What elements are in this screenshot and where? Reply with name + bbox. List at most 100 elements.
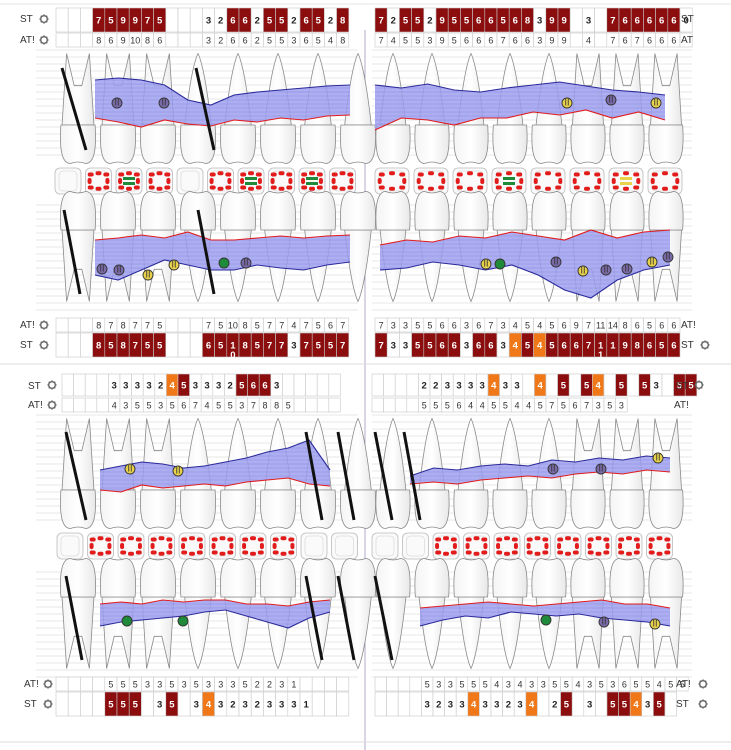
furcation-marker[interactable] <box>121 615 133 627</box>
occlusal-view[interactable] <box>237 167 265 195</box>
tooth[interactable] <box>340 52 376 164</box>
furcation-marker[interactable]: II <box>172 465 184 477</box>
value-cell[interactable] <box>374 691 387 717</box>
value-cell[interactable] <box>61 397 74 413</box>
occlusal-view[interactable] <box>207 167 234 195</box>
tooth[interactable] <box>375 558 411 670</box>
value-cell[interactable] <box>615 397 628 413</box>
furcation-marker[interactable] <box>218 257 230 269</box>
settings-gear-icon[interactable] <box>43 679 53 689</box>
furcation-marker[interactable]: II <box>662 251 674 263</box>
value-cell[interactable] <box>679 32 693 48</box>
value-cell[interactable] <box>336 32 350 48</box>
value-cell[interactable] <box>409 691 422 717</box>
furcation-marker[interactable]: II <box>158 97 170 109</box>
furcation-marker[interactable]: II <box>142 269 154 281</box>
value-cell[interactable] <box>80 7 93 33</box>
value-cell[interactable] <box>383 397 396 413</box>
value-cell[interactable] <box>55 691 69 717</box>
furcation-marker[interactable]: II <box>595 463 607 475</box>
value-cell[interactable] <box>336 691 350 717</box>
occlusal-view[interactable] <box>493 532 521 560</box>
occlusal-view[interactable] <box>491 167 527 195</box>
value-cell[interactable] <box>661 373 674 397</box>
furcation-marker[interactable]: II <box>652 452 664 464</box>
value-cell[interactable] <box>594 7 608 33</box>
value-cell[interactable] <box>328 397 341 413</box>
value-cell[interactable] <box>676 676 689 692</box>
occlusal-view[interactable] <box>146 167 173 195</box>
furcation-marker[interactable]: II <box>621 263 633 275</box>
value-cell[interactable] <box>84 373 98 397</box>
settings-gear-icon[interactable] <box>700 340 710 350</box>
value-cell[interactable] <box>165 32 179 48</box>
occlusal-view[interactable] <box>239 532 267 560</box>
furcation-marker[interactable] <box>494 258 506 270</box>
value-cell[interactable] <box>67 7 81 33</box>
value-cell[interactable] <box>684 373 698 397</box>
value-cell[interactable] <box>177 691 191 717</box>
value-cell[interactable] <box>324 676 337 692</box>
occlusal-view[interactable] <box>329 167 356 195</box>
occlusal-view[interactable] <box>608 167 644 195</box>
value-cell[interactable] <box>177 332 191 358</box>
value-cell[interactable] <box>55 317 69 333</box>
furcation-marker[interactable]: II <box>646 256 658 268</box>
value-cell[interactable] <box>177 317 191 333</box>
occlusal-view[interactable] <box>413 167 449 195</box>
value-cell[interactable] <box>305 397 318 413</box>
tooth[interactable] <box>492 558 528 670</box>
value-cell[interactable] <box>165 7 179 33</box>
occlusal-view[interactable] <box>647 167 683 195</box>
furcation-marker[interactable]: II <box>547 463 559 475</box>
occlusal-view[interactable] <box>569 167 605 195</box>
furcation-marker[interactable]: II <box>113 264 125 276</box>
occlusal-view[interactable] <box>432 532 460 560</box>
value-cell[interactable] <box>336 317 350 333</box>
value-cell[interactable] <box>394 397 408 413</box>
occlusal-view[interactable] <box>117 532 145 560</box>
value-cell[interactable] <box>397 676 411 692</box>
value-cell[interactable] <box>165 332 179 358</box>
value-cell[interactable] <box>80 317 93 333</box>
settings-gear-icon[interactable] <box>39 320 49 330</box>
value-cell[interactable] <box>282 373 295 397</box>
occlusal-view[interactable] <box>331 532 358 560</box>
occlusal-view[interactable] <box>452 167 488 195</box>
furcation-marker[interactable] <box>540 614 552 626</box>
value-cell[interactable] <box>67 332 81 358</box>
furcation-marker[interactable]: II <box>649 618 661 630</box>
occlusal-view[interactable] <box>463 532 490 560</box>
value-cell[interactable] <box>61 373 74 397</box>
value-cell[interactable] <box>293 397 306 413</box>
value-cell[interactable] <box>336 676 350 692</box>
value-cell[interactable] <box>409 676 422 692</box>
furcation-marker[interactable]: II <box>480 258 492 270</box>
value-cell[interactable] <box>394 373 408 397</box>
value-cell[interactable] <box>603 373 616 397</box>
settings-gear-icon[interactable] <box>47 380 57 390</box>
value-cell[interactable] <box>67 676 81 692</box>
value-cell[interactable] <box>568 373 582 397</box>
value-cell[interactable] <box>92 676 106 692</box>
value-cell[interactable] <box>96 373 109 397</box>
occlusal-view[interactable] <box>402 532 429 560</box>
occlusal-view[interactable] <box>300 532 328 560</box>
value-cell[interactable] <box>189 317 203 333</box>
value-cell[interactable] <box>96 397 109 413</box>
value-cell[interactable] <box>80 32 93 48</box>
value-cell[interactable] <box>299 676 313 692</box>
value-cell[interactable] <box>55 32 69 48</box>
value-cell[interactable] <box>626 373 640 397</box>
value-cell[interactable] <box>305 373 318 397</box>
value-cell[interactable] <box>316 397 330 413</box>
occlusal-view[interactable] <box>646 532 673 560</box>
value-cell[interactable] <box>311 691 325 717</box>
value-cell[interactable] <box>406 397 419 413</box>
occlusal-view[interactable] <box>148 532 175 560</box>
furcation-marker[interactable]: II <box>240 257 252 269</box>
furcation-marker[interactable]: II <box>650 97 662 109</box>
value-cell[interactable] <box>55 7 69 33</box>
furcation-marker[interactable]: II <box>550 256 562 268</box>
value-cell[interactable] <box>336 332 350 358</box>
